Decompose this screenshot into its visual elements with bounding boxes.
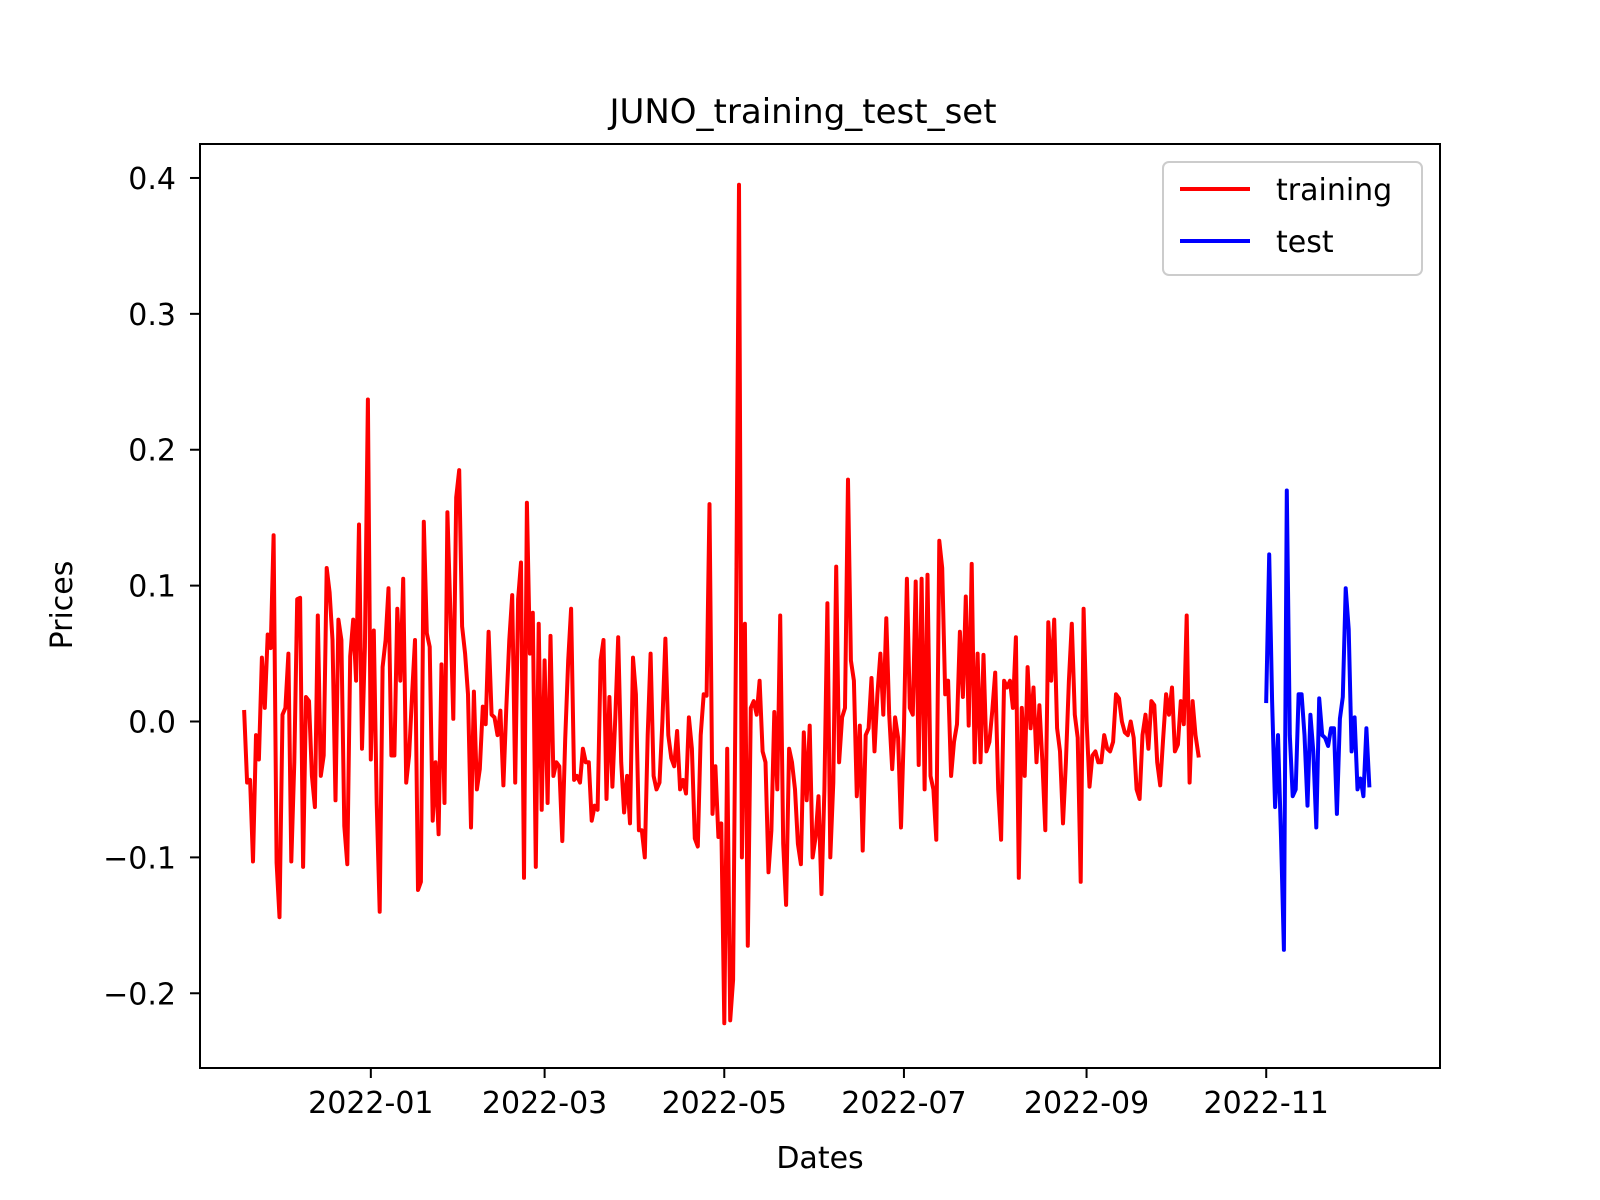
y-tick-label: 0.3 (128, 298, 176, 333)
plot-frame (199, 143, 1441, 1069)
x-tick-label: 2022-07 (841, 1086, 966, 1121)
y-tick-label: 0.4 (128, 162, 176, 197)
y-axis-ticks: 0.4 0.3 0.2 0.1 0.0 −0.1 −0.2 (103, 162, 200, 1012)
y-tick-label: −0.2 (103, 977, 176, 1012)
chart-title: JUNO_training_test_set (607, 92, 996, 132)
y-tick-label: 0.1 (128, 570, 176, 605)
legend: training test (1162, 161, 1423, 276)
y-tick-label: −0.1 (103, 841, 176, 876)
x-tick-label: 2022-11 (1204, 1086, 1329, 1121)
series-line-training (242, 182, 1201, 1026)
series-line-test (1264, 488, 1372, 952)
x-tick-label: 2022-03 (482, 1086, 607, 1121)
x-axis-ticks: 2022-01 2022-03 2022-05 2022-07 2022-09 2022-… (308, 1068, 1329, 1121)
x-tick-label: 2022-05 (662, 1086, 787, 1121)
legend-label-test: test (1276, 225, 1334, 260)
legend-label-training: training (1276, 173, 1392, 208)
plot-lines (242, 182, 1372, 1026)
x-tick-label: 2022-09 (1024, 1086, 1149, 1121)
x-axis-label: Dates (776, 1141, 863, 1176)
y-axis-label: Prices (45, 561, 80, 650)
x-tick-label: 2022-01 (308, 1086, 433, 1121)
y-tick-label: 0.0 (128, 706, 176, 741)
y-tick-label: 0.2 (128, 434, 176, 469)
